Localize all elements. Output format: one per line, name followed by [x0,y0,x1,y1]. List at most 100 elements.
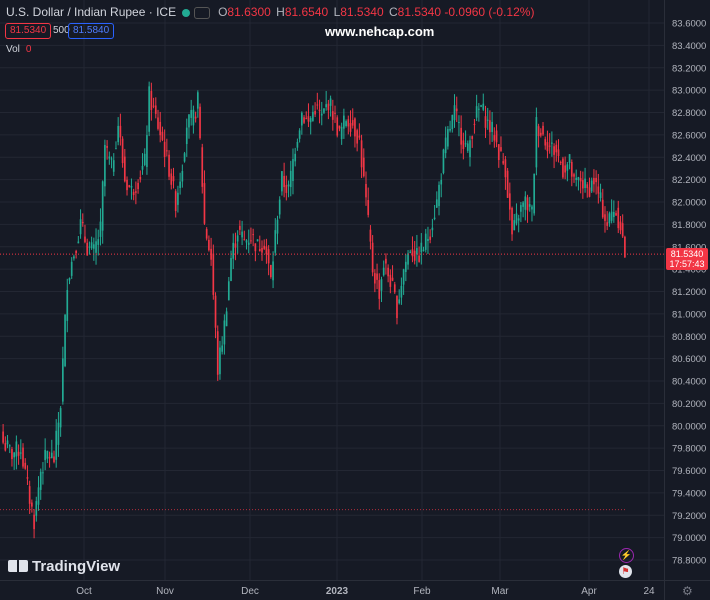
candle-body [548,145,551,147]
candle-body [126,179,128,191]
high-label: H [276,5,285,19]
candle-body [354,118,356,137]
buy-button[interactable]: 81.5840 [68,23,115,39]
y-tick-label: 83.0000 [672,86,706,97]
y-tick-label: 82.6000 [672,130,706,141]
candle-body [343,115,345,129]
candle-body [88,246,91,248]
candle-body [166,150,168,152]
candle-body [232,242,235,259]
candle-body [157,117,159,129]
flag-icon[interactable]: ⚑ [619,565,632,578]
volume-legend[interactable]: Vol 0 [6,44,31,55]
candle-body [444,137,447,154]
candle-body [26,477,29,479]
candle-body [285,185,288,193]
candle-body [154,105,157,114]
symbol-header: U.S. Dollar / Indian Rupee · ICE O81.6300… [6,5,534,19]
candle-body [316,104,319,106]
candle-body [588,187,591,197]
candle-body [272,261,274,281]
candle-body [559,161,562,163]
candle-body [210,248,212,260]
candle-body [99,221,102,237]
candle-body [101,181,104,231]
candle-body [356,130,358,144]
candle-body [163,141,166,158]
candle-body [274,230,277,253]
candle-body [181,171,184,182]
candle-body [135,191,137,193]
candle-body [486,119,489,121]
candle-body [221,345,224,352]
change-value: -0.0960 (-0.12%) [444,5,535,19]
candle-body [362,157,365,177]
candle-body [203,183,206,224]
candle-body [466,143,469,151]
candle-body [11,448,13,460]
y-tick-label: 80.2000 [672,399,706,410]
x-tick-label: 24 [643,586,655,597]
candle-body [431,227,434,231]
y-tick-label: 81.2000 [672,287,706,298]
y-tick-label: 79.6000 [672,466,706,477]
candle-body [590,180,593,192]
candle-body [338,125,341,129]
candle-body [300,112,303,126]
candle-body [201,147,204,187]
tradingview-logo[interactable]: TradingView [8,558,120,575]
candle-body [367,200,370,215]
y-tick-label: 81.6000 [672,242,706,253]
candle-body [555,144,558,153]
symbol-title[interactable]: U.S. Dollar / Indian Rupee · ICE [6,5,177,19]
candle-body [146,135,148,167]
candle-body [13,452,16,458]
candle-body [482,103,485,110]
candle-body [404,261,407,273]
y-tick-label: 78.8000 [672,556,706,567]
candle-body [515,213,518,224]
chart-overlays [0,253,664,511]
candle-body [192,109,195,126]
candle-body [39,471,42,490]
candle-body [442,149,445,173]
candle-body [528,204,531,207]
eye-icon[interactable] [194,6,211,19]
time-axis: Oct Nov Dec 2023 Feb Mar Apr 24 [76,586,655,597]
candle-body [199,106,201,139]
candle-body [97,239,100,245]
candle-body [81,221,84,224]
candle-body [535,117,538,168]
candle-body [542,125,544,135]
candle-body [497,144,500,161]
lightning-icon[interactable]: ⚡ [619,548,634,563]
candlestick-series [2,81,626,539]
candle-body [621,223,624,237]
candle-body [393,284,396,293]
candle-body [305,118,308,120]
candle-body [254,243,257,252]
candle-body [564,165,566,173]
candle-body [95,241,97,253]
candle-body [570,161,573,177]
candle-body [526,197,529,211]
candle-body [219,347,221,375]
candle-body [438,184,440,207]
candle-body [617,207,620,229]
candle-body [312,111,314,121]
sell-button[interactable]: 81.5340 [5,23,52,39]
candle-body [471,136,474,139]
candle-body [577,177,580,181]
candle-body [374,273,376,284]
candle-body [506,170,509,198]
candle-body [66,289,69,321]
candle-body [413,250,416,261]
y-tick-label: 81.8000 [672,220,706,231]
candle-body [57,422,60,445]
gear-icon[interactable]: ⚙ [682,584,693,598]
candle-body [325,104,328,108]
candle-body [90,242,93,249]
candle-body [256,239,259,242]
candle-body [329,98,332,106]
